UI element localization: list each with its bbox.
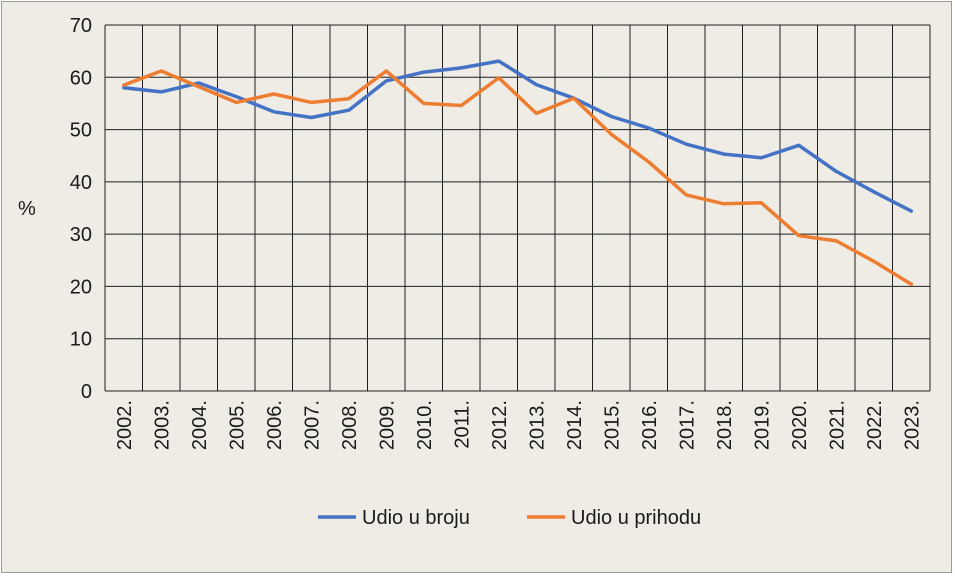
x-tick-label: 2014. bbox=[564, 400, 586, 450]
x-tick-label: 2002. bbox=[114, 400, 136, 450]
y-tick-label: 10 bbox=[70, 329, 92, 351]
x-tick-label: 2019. bbox=[751, 400, 773, 450]
x-tick-label: 2021. bbox=[826, 400, 848, 450]
x-tick-label: 2012. bbox=[489, 400, 511, 450]
x-tick-label: 2023. bbox=[901, 400, 923, 450]
x-tick-label: 2022. bbox=[864, 400, 886, 450]
x-tick-label: 2016. bbox=[639, 400, 661, 450]
x-tick-label: 2017. bbox=[676, 400, 698, 450]
legend: Udio u broju Udio u prihodu bbox=[318, 507, 701, 529]
y-tick-label: 20 bbox=[70, 276, 92, 298]
x-tick-label: 2005. bbox=[226, 400, 248, 450]
y-tick-label: 30 bbox=[70, 224, 92, 246]
legend-label: Udio u broju bbox=[362, 507, 470, 529]
x-tick-label: 2020. bbox=[789, 400, 811, 450]
x-tick-labels: 2002. 2003. 2004. 2005. 2006. 2007. 2008. 2009.… bbox=[114, 400, 924, 450]
legend-label: Udio u prihodu bbox=[571, 507, 701, 529]
y-tick-labels: 0 10 20 30 40 50 60 70 bbox=[70, 15, 92, 403]
series-lines bbox=[122, 59, 914, 287]
y-tick-label: 0 bbox=[81, 381, 92, 403]
x-tick-label: 2003. bbox=[151, 400, 173, 450]
x-tick-label: 2004. bbox=[189, 400, 211, 450]
y-tick-label: 50 bbox=[70, 120, 92, 142]
x-tick-label: 2011. bbox=[451, 400, 473, 449]
x-tick-label: 2015. bbox=[601, 400, 623, 450]
x-tick-label: 2006. bbox=[264, 400, 286, 450]
series-line-1 bbox=[122, 59, 914, 213]
x-tick-label: 2009. bbox=[376, 400, 398, 450]
y-axis-label: % bbox=[18, 198, 36, 220]
x-tick-label: 2013. bbox=[526, 400, 548, 450]
x-tick-label: 2018. bbox=[714, 400, 736, 450]
grid bbox=[104, 24, 931, 392]
series-line-2 bbox=[122, 69, 914, 287]
x-tick-label: 2008. bbox=[339, 400, 361, 450]
y-tick-label: 40 bbox=[70, 172, 92, 194]
x-tick-label: 2010. bbox=[414, 400, 436, 450]
x-tick-label: 2007. bbox=[301, 400, 323, 450]
y-tick-label: 60 bbox=[70, 67, 92, 89]
y-tick-label: 70 bbox=[70, 15, 92, 37]
